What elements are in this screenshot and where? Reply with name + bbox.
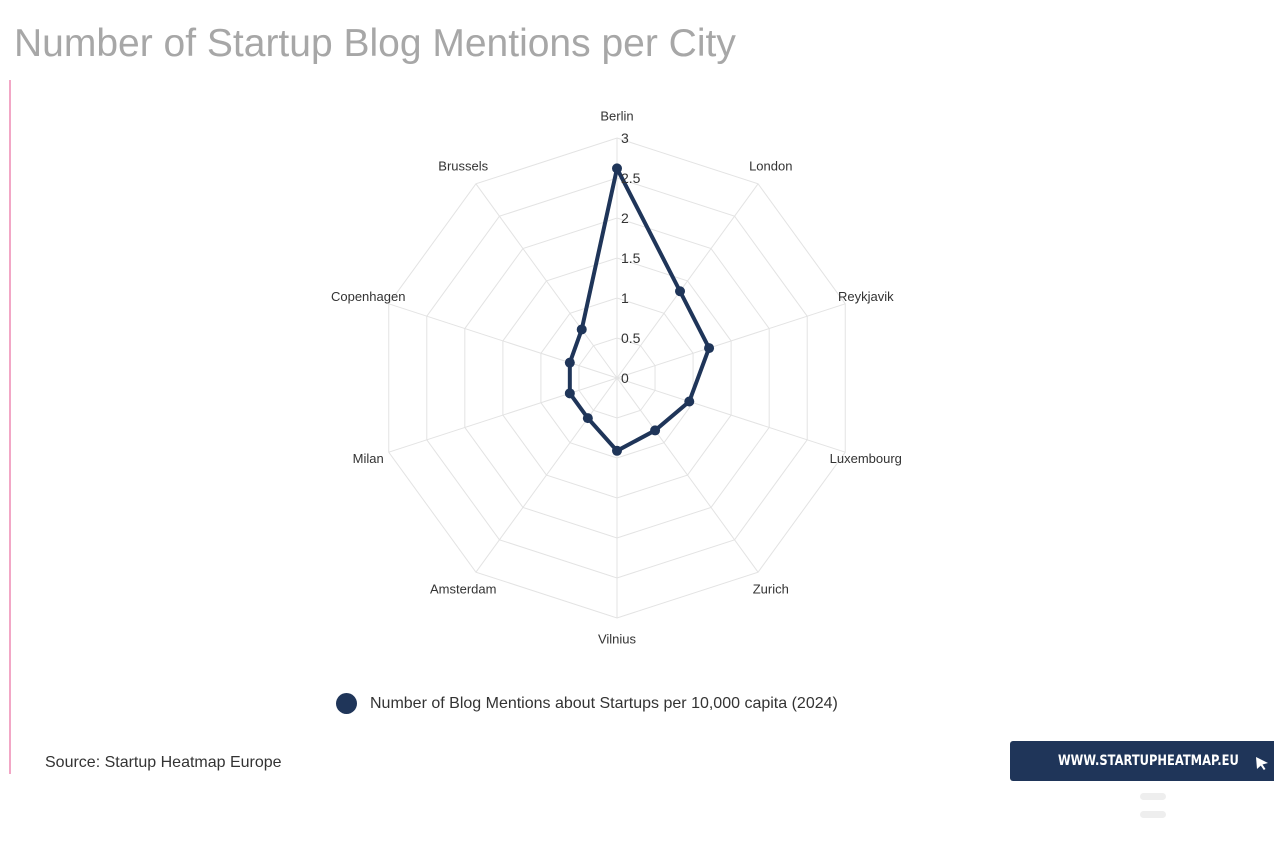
legend[interactable]: Number of Blog Mentions about Startups p… [336, 693, 838, 714]
radial-tick-label: 0.5 [621, 330, 641, 346]
axis-label-vilnius: Vilnius [598, 632, 637, 647]
grid-spoke [616, 377, 759, 573]
radial-tick-label: 2.5 [621, 170, 641, 186]
radial-tick-label: 3 [621, 130, 629, 146]
data-point-luxembourg [684, 396, 695, 407]
grid-spoke [616, 377, 846, 453]
cursor-arrow-icon [1256, 757, 1268, 770]
grid-spoke [388, 303, 618, 379]
radial-tick-label: 1.5 [621, 250, 641, 266]
axis-label-milan: Milan [353, 451, 384, 466]
radial-tick-label: 0 [621, 370, 629, 386]
website-badge[interactable]: WWW.STARTUPHEATMAP.EU [1010, 741, 1274, 781]
accent-bar [9, 80, 11, 774]
axis-label-brussels: Brussels [438, 158, 488, 173]
scroll-indicator-bottom [1140, 811, 1166, 818]
grid-spoke [616, 303, 846, 379]
axis-label-berlin: Berlin [600, 108, 633, 123]
legend-label: Number of Blog Mentions about Startups p… [370, 694, 838, 712]
data-point-amsterdam [582, 413, 593, 424]
legend-marker [336, 693, 357, 714]
chart-title: Number of Startup Blog Mentions per City [14, 22, 736, 65]
axis-label-reykjavik: Reykjavik [838, 289, 894, 304]
axis-label-zurich: Zurich [753, 582, 789, 597]
data-point-brussels [576, 324, 587, 335]
axis-label-copenhagen: Copenhagen [331, 289, 405, 304]
data-point-london [675, 286, 686, 297]
data-point-berlin [612, 163, 622, 174]
axis-label-amsterdam: Amsterdam [430, 582, 496, 597]
grid-spoke [475, 377, 618, 573]
radial-tick-label: 1 [621, 290, 629, 306]
data-point-copenhagen [564, 357, 575, 368]
data-point-vilnius [612, 445, 622, 456]
source-note: Source: Startup Heatmap Europe [45, 754, 282, 771]
scroll-indicator-top [1140, 793, 1166, 800]
axis-label-luxembourg: Luxembourg [830, 451, 902, 466]
axis-label-london: London [749, 158, 792, 173]
data-point-reykjavik [704, 343, 715, 354]
data-point-milan [564, 388, 575, 399]
data-point-zurich [650, 425, 661, 436]
grid-spoke [616, 183, 759, 379]
radial-tick-label: 2 [621, 210, 629, 226]
grid-spoke [475, 183, 618, 379]
website-badge-label: WWW.STARTUPHEATMAP.EU [1058, 753, 1239, 769]
grid-spoke [388, 377, 618, 453]
